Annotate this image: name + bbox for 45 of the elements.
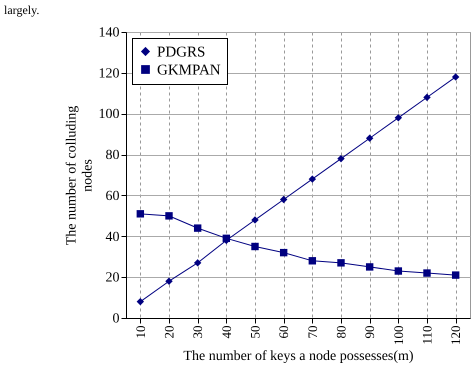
point — [308, 257, 316, 265]
point — [452, 271, 460, 279]
point — [194, 259, 202, 267]
point — [251, 216, 259, 224]
x-tick-label: 80 — [334, 326, 348, 338]
point — [280, 248, 288, 256]
x-tick-label: 70 — [304, 326, 320, 338]
point — [280, 196, 288, 204]
x-tick-label: 10 — [132, 326, 148, 338]
point — [394, 114, 402, 122]
x-tick-label: 30 — [190, 326, 206, 338]
y-tick-label: 100 — [98, 107, 120, 122]
point — [136, 298, 144, 306]
legend-label: GKMPAN — [157, 62, 221, 78]
point — [366, 134, 374, 142]
x-axis-title: The number of keys a node possesses(m) — [183, 349, 414, 364]
point — [194, 224, 202, 232]
point — [136, 210, 144, 218]
legend-label: PDGRS — [157, 44, 206, 60]
y-tick-label: 140 — [98, 26, 120, 40]
y-axis-title: The number of colluding nodes — [64, 106, 96, 246]
point — [394, 267, 402, 275]
x-tick-label: 100 — [390, 326, 406, 345]
point — [423, 94, 431, 102]
y-tick-label: 0 — [112, 312, 120, 326]
x-tick-label: 60 — [276, 326, 292, 338]
y-tick-label: 60 — [106, 188, 120, 204]
point — [337, 154, 345, 162]
x-tick-label: 50 — [248, 326, 262, 338]
y-tick-label: 80 — [106, 148, 120, 164]
point — [423, 269, 431, 277]
point — [452, 73, 460, 81]
x-tick-label: 20 — [162, 326, 176, 338]
point — [366, 263, 374, 271]
point — [337, 259, 345, 267]
y-tick-label: 40 — [106, 230, 120, 245]
x-tick-label: 120 — [448, 326, 464, 345]
x-tick-label: 110 — [420, 326, 434, 345]
point — [165, 212, 173, 220]
x-tick-label: 40 — [218, 326, 234, 338]
y-tick-label: 120 — [98, 66, 120, 82]
x-tick-label: 90 — [362, 326, 378, 338]
y-tick-label: 20 — [106, 270, 120, 286]
text: largely. — [4, 3, 40, 17]
point — [308, 175, 316, 183]
